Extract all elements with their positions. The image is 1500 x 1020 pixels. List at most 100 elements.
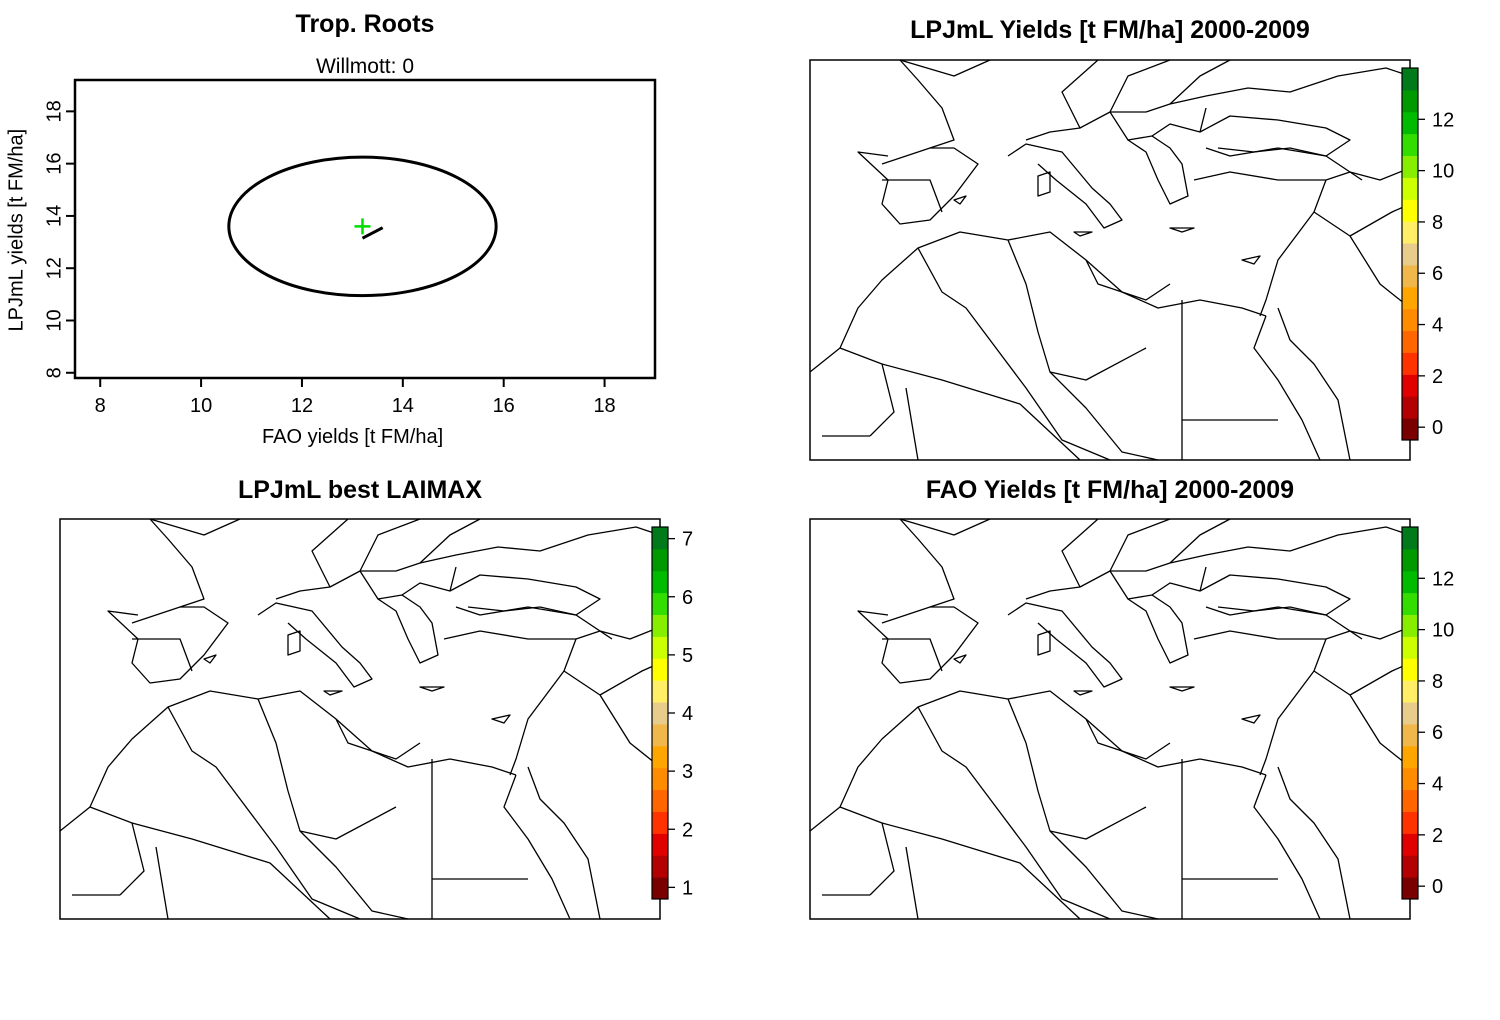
colorbar-tick-label: 8 bbox=[1432, 671, 1443, 693]
colorbar-swatch bbox=[1402, 723, 1418, 747]
border-line bbox=[1007, 698, 1147, 840]
border-line bbox=[275, 526, 661, 600]
border-line bbox=[882, 179, 943, 213]
border-line bbox=[1253, 315, 1321, 461]
border-line bbox=[563, 670, 661, 768]
x-tick-label: 10 bbox=[190, 395, 212, 417]
deviation-segment bbox=[361, 226, 384, 240]
border-line bbox=[1025, 526, 1411, 600]
colorbar-swatch bbox=[652, 614, 668, 637]
border-line bbox=[1109, 518, 1171, 572]
colorbar-tick-label: 6 bbox=[1432, 263, 1443, 285]
border-line bbox=[881, 363, 1081, 461]
border-line bbox=[857, 606, 979, 684]
colorbar-swatch bbox=[1402, 702, 1418, 725]
colorbar-tick-label: 2 bbox=[682, 819, 693, 841]
colorbar-swatch bbox=[652, 767, 668, 791]
border-line bbox=[881, 822, 1081, 920]
border-line bbox=[1109, 59, 1171, 113]
border-line bbox=[59, 690, 517, 832]
border-line bbox=[1253, 774, 1321, 920]
border-line bbox=[509, 638, 577, 776]
colorbar-swatch bbox=[652, 855, 668, 878]
island-outline bbox=[419, 686, 445, 692]
border-line bbox=[1199, 574, 1351, 616]
colorbar-swatch bbox=[1402, 855, 1418, 878]
colorbar-tick-label: 7 bbox=[682, 529, 693, 551]
island-outline bbox=[1037, 171, 1051, 197]
border-line bbox=[359, 566, 457, 600]
colorbar-swatch bbox=[652, 877, 668, 900]
scatter-xlabel: FAO yields [t FM/ha] bbox=[262, 426, 444, 448]
border-line bbox=[1169, 59, 1231, 105]
colorbar-swatch bbox=[652, 702, 668, 725]
colorbar-swatch bbox=[652, 548, 668, 572]
border-line bbox=[1277, 307, 1351, 461]
border-line bbox=[257, 602, 373, 688]
colorbar: 0 2 4 6 8 10 12 bbox=[1401, 67, 1454, 441]
colorbar-swatch bbox=[1402, 89, 1418, 113]
border-line bbox=[527, 766, 601, 920]
map-laimax-title: LPJmL best LAIMAX bbox=[237, 476, 483, 504]
island-outline bbox=[1241, 255, 1261, 265]
y-tick-label: 10 bbox=[43, 309, 65, 331]
island-outline bbox=[1169, 686, 1195, 692]
colorbar-swatch bbox=[1402, 614, 1418, 637]
colorbar-swatch bbox=[652, 680, 668, 703]
x-tick-label: 12 bbox=[291, 395, 313, 417]
colorbar-swatch bbox=[1402, 264, 1418, 288]
colorbar-tick-label: 4 bbox=[682, 703, 693, 725]
willmott-value: 0 bbox=[402, 55, 415, 78]
border-line bbox=[1199, 115, 1351, 157]
border-line bbox=[89, 806, 145, 896]
border-line bbox=[899, 59, 991, 77]
border-line bbox=[455, 606, 613, 640]
colorbar-swatch bbox=[1402, 570, 1418, 594]
map-fao-yields: 0 2 4 6 8 10 12 bbox=[809, 518, 1454, 920]
colorbar-swatch bbox=[1402, 330, 1418, 353]
colorbar-swatch bbox=[1402, 352, 1418, 375]
border-line bbox=[857, 147, 979, 225]
x-tick-label: 16 bbox=[493, 395, 515, 417]
border-line bbox=[839, 806, 895, 896]
border-line bbox=[1259, 638, 1327, 776]
border-line bbox=[299, 830, 409, 920]
x-tick-label: 14 bbox=[392, 395, 414, 417]
island-outline bbox=[1073, 690, 1093, 696]
island-outline bbox=[1037, 630, 1051, 656]
border-line bbox=[882, 638, 943, 672]
colorbar-tick-label: 3 bbox=[682, 761, 693, 783]
border-line bbox=[1007, 602, 1123, 688]
border-line bbox=[503, 774, 571, 920]
colorbar-swatch bbox=[1402, 199, 1418, 222]
colorbar-tick-label: 12 bbox=[1432, 568, 1454, 590]
country-borders bbox=[809, 518, 1411, 920]
border-line bbox=[311, 518, 349, 588]
colorbar-swatch bbox=[652, 527, 668, 550]
border-line bbox=[1127, 135, 1189, 205]
island-outline bbox=[1073, 231, 1093, 237]
border-line bbox=[1313, 211, 1411, 309]
y-tick-label: 8 bbox=[43, 367, 65, 378]
border-line bbox=[167, 706, 361, 920]
island-outline bbox=[491, 714, 511, 724]
colorbar-swatch bbox=[1402, 286, 1418, 310]
border-line bbox=[809, 231, 1267, 373]
border-line bbox=[1169, 518, 1231, 564]
colorbar-swatch bbox=[652, 723, 668, 747]
border-line bbox=[899, 518, 991, 536]
border-line bbox=[905, 387, 919, 461]
border-line bbox=[132, 638, 193, 672]
border-line bbox=[1205, 147, 1363, 181]
border-line bbox=[1085, 259, 1171, 301]
y-tick-label: 16 bbox=[43, 153, 65, 175]
colorbar-swatch bbox=[1402, 680, 1418, 703]
colorbar-frame bbox=[1401, 67, 1419, 441]
colorbar-swatch bbox=[1402, 789, 1418, 812]
border-line bbox=[881, 518, 955, 624]
colorbar-swatch bbox=[1402, 811, 1418, 834]
colorbar-swatch bbox=[1402, 111, 1418, 135]
island-outline bbox=[1241, 714, 1261, 724]
border-line bbox=[1061, 518, 1099, 588]
